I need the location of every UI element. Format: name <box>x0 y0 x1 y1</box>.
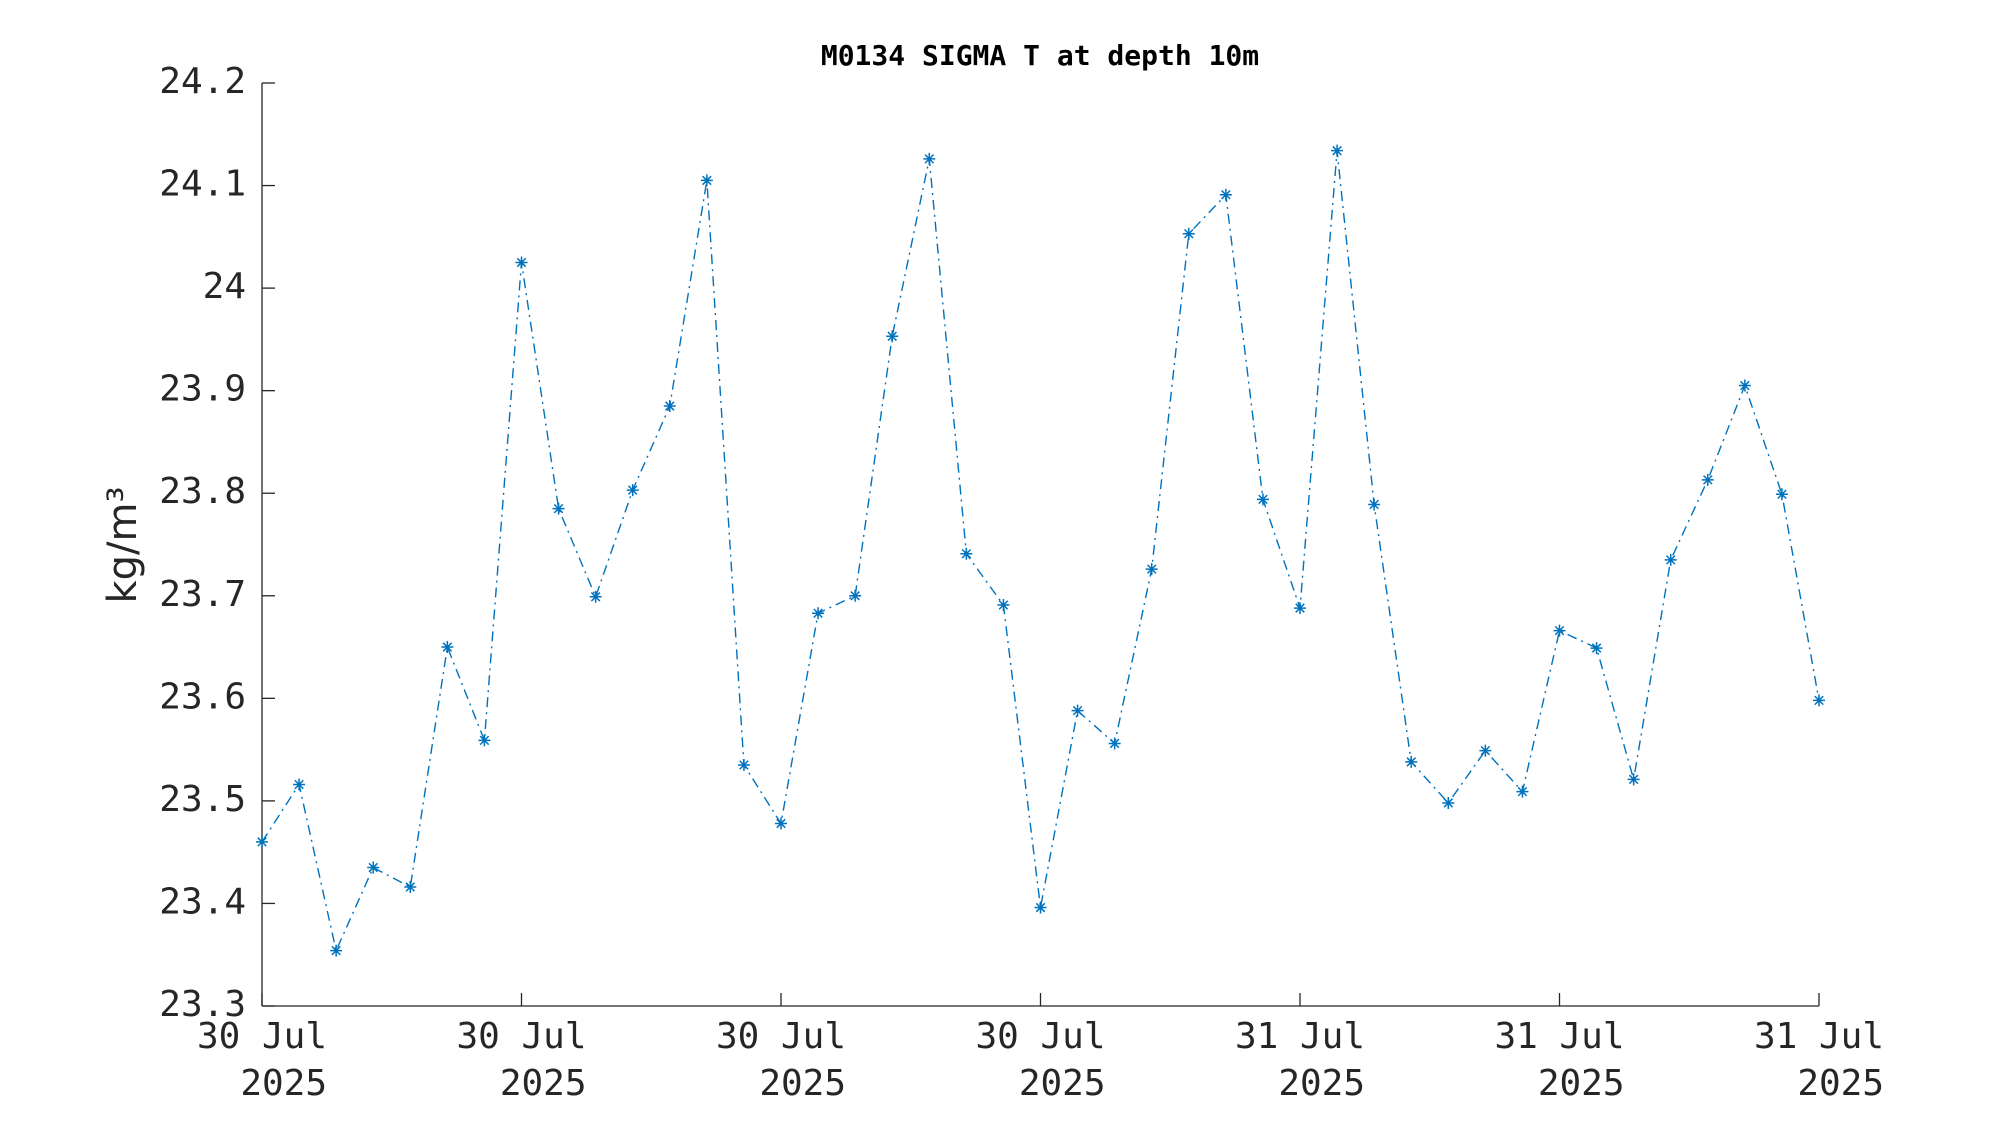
data-point <box>737 758 750 771</box>
data-point <box>441 641 454 654</box>
y-tick-label: 24.1 <box>159 164 246 205</box>
data-point <box>515 256 528 269</box>
data-point <box>404 881 417 894</box>
data-point <box>1627 773 1640 786</box>
data-point <box>1331 144 1344 157</box>
y-tick-label: 23.9 <box>159 369 246 410</box>
data-point <box>700 174 713 187</box>
data-point <box>1738 379 1751 392</box>
data-point <box>589 590 602 603</box>
data-point <box>330 944 343 957</box>
x-tick-label: 2025 <box>1278 1063 1365 1104</box>
x-tick-label: 31 Jul <box>1235 1016 1365 1057</box>
y-tick-label: 23.4 <box>159 881 246 922</box>
x-tick-label: 2025 <box>1797 1063 1884 1104</box>
data-point <box>1813 694 1825 707</box>
data-point <box>626 484 639 497</box>
data-point <box>1182 227 1195 240</box>
y-tick-label: 24 <box>203 266 246 307</box>
data-point <box>1701 473 1714 486</box>
data-point <box>1108 737 1121 750</box>
data-point <box>1368 498 1381 511</box>
data-point <box>923 152 936 165</box>
y-tick-label: 23.7 <box>159 574 246 615</box>
data-point <box>1590 642 1603 655</box>
x-tick-label: 2025 <box>1538 1063 1625 1104</box>
data-point <box>1071 704 1084 717</box>
y-tick-label: 23.8 <box>159 471 246 512</box>
data-point <box>1775 488 1788 501</box>
data-line <box>261 150 1820 953</box>
chart-title: M0134 SIGMA T at depth 10m <box>821 39 1259 72</box>
data-point <box>849 589 862 602</box>
x-tick-label: 31 Jul <box>1754 1016 1884 1057</box>
data-point <box>960 547 973 560</box>
data-point <box>997 599 1010 612</box>
data-point <box>478 734 491 747</box>
data-point <box>1145 563 1158 576</box>
y-tick-label: 23.6 <box>159 676 246 717</box>
y-axis-label: kg/m³ <box>100 486 146 603</box>
x-tick-label: 30 Jul <box>456 1016 586 1057</box>
data-point <box>812 607 825 620</box>
data-point <box>1553 624 1566 637</box>
data-point <box>293 778 306 791</box>
data-point <box>1219 188 1232 201</box>
data-point <box>775 817 787 830</box>
data-point <box>1479 744 1492 757</box>
x-tick-label: 31 Jul <box>1494 1016 1624 1057</box>
data-point <box>1664 553 1677 566</box>
x-tick-label: 30 Jul <box>716 1016 846 1057</box>
data-point <box>1294 602 1306 615</box>
x-tick-label: 2025 <box>759 1063 846 1104</box>
x-tick-label: 2025 <box>1019 1063 1106 1104</box>
data-point <box>552 502 565 515</box>
data-point <box>1442 796 1455 809</box>
data-point <box>1405 755 1418 768</box>
y-tick-label: 23.5 <box>159 779 246 820</box>
data-point <box>886 330 899 343</box>
data-point <box>663 400 676 413</box>
data-point <box>367 861 380 874</box>
data-point <box>1256 493 1269 506</box>
data-point <box>256 835 268 848</box>
data-point <box>1516 785 1529 798</box>
x-tick-label: 30 Jul <box>975 1016 1105 1057</box>
x-tick-label: 2025 <box>240 1063 327 1104</box>
x-tick-label: 30 Jul <box>197 1016 327 1057</box>
data-point <box>1034 901 1047 914</box>
y-tick-label: 24.2 <box>159 61 246 102</box>
y-tick-label: 23.3 <box>159 984 246 1025</box>
x-tick-label: 2025 <box>500 1063 587 1104</box>
